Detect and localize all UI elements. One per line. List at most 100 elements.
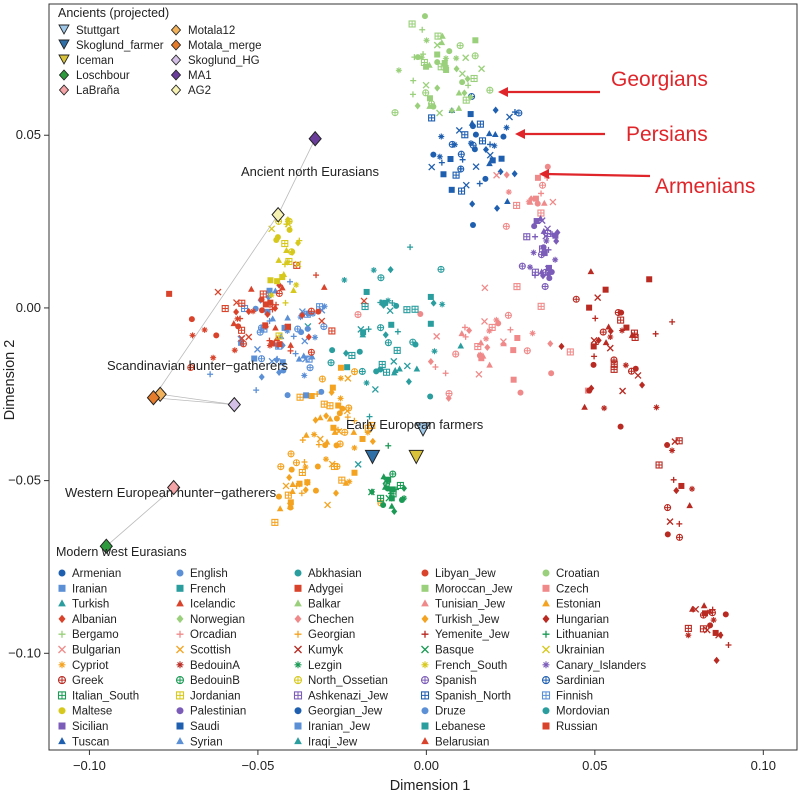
data-point (320, 283, 328, 290)
data-point (419, 26, 426, 33)
data-point (495, 320, 502, 327)
data-point (510, 347, 517, 354)
modern-legend-label: Balkar (308, 599, 341, 611)
data-point-plus (452, 351, 459, 358)
data-point-plus (293, 459, 300, 466)
modern-legend-swatch (542, 707, 550, 715)
data-point (445, 394, 452, 402)
modern-legend-label: Czech (556, 583, 589, 595)
data-point (313, 272, 320, 279)
data-point (472, 37, 479, 44)
data-point (299, 437, 306, 444)
data-point (403, 306, 411, 314)
data-point (308, 393, 315, 400)
data-point (428, 163, 436, 171)
modern-legend-label: Iranian_Jew (308, 721, 371, 733)
data-point (245, 307, 252, 316)
data-point (544, 225, 551, 233)
data-point-plus (537, 210, 544, 217)
data-point-plus (600, 329, 607, 336)
modern-legend-label: Saudi (190, 721, 219, 733)
data-point (356, 348, 363, 355)
modern-legend-label: Finnish (556, 690, 593, 702)
data-point-plus (489, 324, 496, 331)
modern-legend-swatch-plus (542, 691, 550, 699)
data-point-plus (519, 263, 526, 270)
data-point (385, 442, 392, 449)
data-point-plus (238, 327, 245, 334)
data-point (669, 447, 676, 454)
data-point-plus (542, 283, 549, 290)
data-point (409, 91, 416, 98)
modern-legend-swatch (294, 614, 302, 624)
data-point (292, 459, 301, 467)
modern-legend-swatch (421, 707, 429, 715)
data-point (311, 431, 318, 438)
data-point (548, 370, 555, 377)
data-point (700, 602, 708, 609)
data-point (405, 377, 412, 386)
data-point-plus (266, 301, 273, 308)
data-point (390, 369, 398, 376)
data-point (594, 294, 602, 302)
data-point (610, 365, 618, 373)
data-point (602, 286, 609, 293)
data-point (717, 631, 724, 639)
y-tick-label: 0.00 (16, 300, 41, 315)
data-point-plus (285, 492, 292, 499)
data-point (467, 111, 474, 118)
data-point (707, 622, 714, 629)
modern-legend-swatch (58, 707, 66, 715)
callout-arrowhead-armenians (539, 169, 549, 179)
data-point (344, 414, 351, 421)
data-point (622, 362, 629, 369)
data-point-plus (377, 495, 384, 502)
data-point (592, 315, 599, 322)
data-point (369, 437, 376, 446)
data-point (279, 274, 286, 281)
data-point (214, 288, 222, 296)
data-point (268, 292, 275, 299)
data-point (307, 307, 315, 315)
modern-legend-label: Georgian (308, 629, 355, 641)
modern-legend-swatch (421, 599, 429, 607)
data-point-plus (288, 450, 295, 457)
modern-legend-label: Norwegian (190, 614, 245, 626)
data-point (378, 360, 386, 369)
data-point (390, 357, 398, 365)
data-point (428, 114, 436, 122)
data-point (446, 48, 453, 55)
data-point (427, 320, 434, 327)
data-point (438, 133, 445, 140)
data-point (292, 350, 299, 357)
data-point-plus (449, 141, 456, 148)
data-point (294, 325, 302, 333)
data-point-plus (471, 75, 478, 82)
data-point (652, 330, 659, 337)
data-point (273, 301, 280, 308)
data-point (338, 476, 346, 484)
data-point (417, 310, 424, 317)
data-point (393, 346, 401, 354)
data-point-plus (222, 305, 229, 312)
data-point (363, 379, 370, 386)
data-point-plus (412, 306, 419, 313)
data-point (328, 388, 335, 396)
data-point (285, 257, 293, 266)
data-point (288, 466, 295, 473)
data-point-plus (458, 188, 465, 195)
data-point (461, 131, 469, 139)
axis-ticks: −0.10 −0.05 0.00 0.05 0.10 −0.10 −0.05 0.00 0.05 (8, 127, 776, 773)
data-point (273, 335, 281, 342)
data-point (361, 302, 369, 311)
data-point-plus (617, 317, 624, 324)
data-point (287, 499, 294, 506)
modern-legend-swatch (294, 599, 302, 607)
data-point (540, 227, 548, 234)
data-point (538, 181, 547, 189)
data-point (461, 89, 468, 97)
data-point (337, 375, 344, 382)
data-point (634, 372, 642, 379)
data-point (335, 402, 342, 409)
data-point (703, 626, 711, 634)
